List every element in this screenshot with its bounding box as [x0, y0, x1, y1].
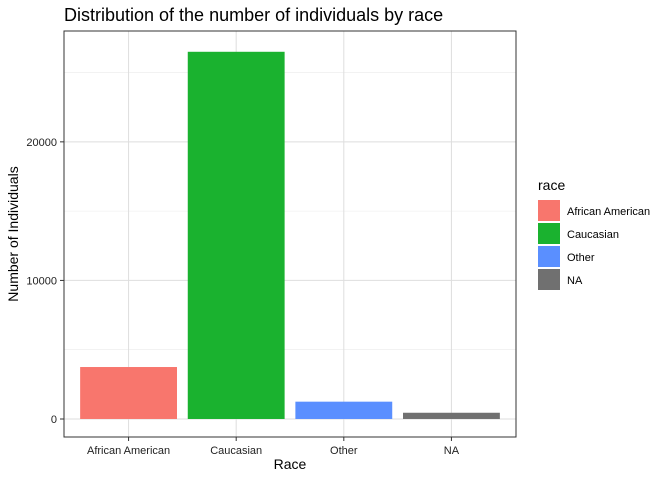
y-tick-label: 20000: [26, 137, 57, 149]
x-tick-label: African American: [87, 445, 170, 457]
y-axis: 0 10000 20000: [26, 137, 64, 426]
y-axis-title: Number of Individuals: [5, 166, 21, 301]
legend-label: NA: [567, 275, 583, 287]
legend-swatch: [538, 223, 560, 244]
legend-label: Other: [567, 252, 595, 264]
legend-swatch: [538, 269, 560, 290]
legend: race African American Caucasian Other NA: [538, 177, 650, 290]
x-tick-label: NA: [444, 445, 460, 457]
legend-label: Caucasian: [567, 229, 619, 241]
chart-title: Distribution of the number of individual…: [64, 5, 443, 25]
bar-na: [403, 412, 500, 419]
legend-label: African American: [567, 206, 650, 218]
x-tick-label: Other: [330, 445, 358, 457]
y-tick-label: 0: [51, 414, 57, 426]
legend-swatch: [538, 246, 560, 267]
x-axis-title: Race: [274, 456, 307, 472]
bars: [80, 51, 500, 419]
y-tick-label: 10000: [26, 275, 57, 287]
legend-swatch: [538, 200, 560, 221]
plot-border: [63, 30, 517, 438]
legend-title: race: [538, 177, 565, 193]
x-tick-label: Caucasian: [210, 445, 262, 457]
plot-panel: [63, 30, 517, 438]
bar-other: [295, 401, 393, 419]
bar-caucasian: [187, 51, 285, 419]
bar-african-american: [80, 367, 177, 419]
x-axis: African American Caucasian Other NA: [87, 437, 460, 457]
